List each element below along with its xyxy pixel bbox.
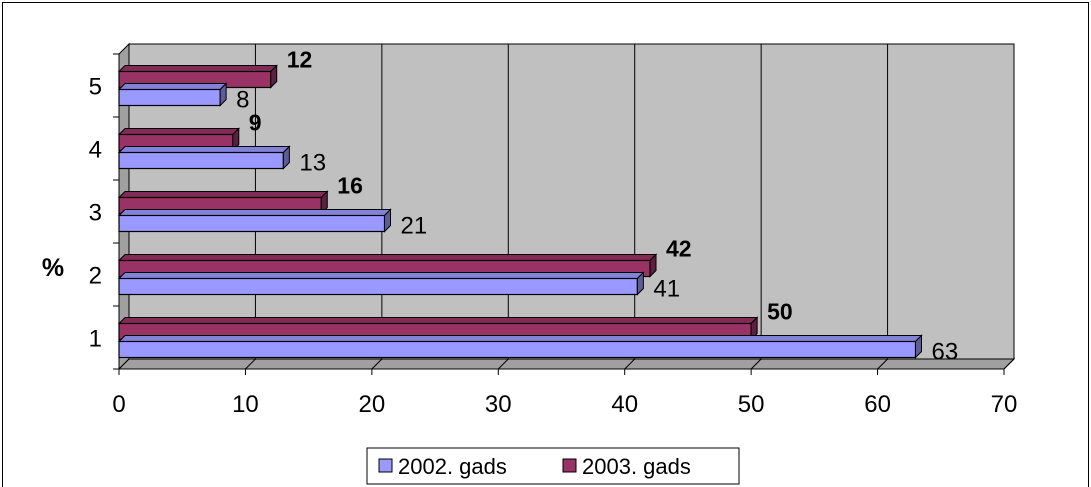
legend-swatch-2003 (563, 459, 576, 472)
bar-2002-4 (119, 147, 289, 169)
x-tick-label: 20 (359, 391, 386, 418)
data-label: 63 (932, 339, 959, 366)
x-tick-label: 50 (738, 391, 765, 418)
bar-top (119, 129, 239, 135)
bar-top (119, 147, 289, 153)
bar-top (119, 66, 277, 72)
bar-face (119, 279, 637, 295)
bar-top (119, 255, 656, 261)
y-tick-label: 1 (89, 326, 102, 353)
x-tick-label: 40 (611, 391, 638, 418)
bar-2002-2 (119, 273, 643, 295)
legend-label-2003: 2003. gads (582, 454, 691, 479)
bar-face (119, 90, 220, 106)
bar-2002-5 (119, 84, 226, 106)
bar-2002-3 (119, 210, 391, 232)
y-tick-label: 2 (89, 263, 102, 290)
x-tick-label: 60 (864, 391, 891, 418)
data-label: 8 (236, 87, 249, 114)
y-axis-label: % (42, 254, 64, 282)
bar-2002-1 (119, 336, 922, 358)
x-tick-label: 0 (112, 391, 125, 418)
bar-face (119, 216, 385, 232)
bar-top (119, 210, 391, 216)
data-label: 50 (767, 299, 793, 325)
data-label: 42 (666, 236, 692, 262)
bar-top (119, 336, 922, 342)
y-tick-label: 3 (89, 200, 102, 227)
data-label: 21 (401, 213, 428, 240)
data-label: 16 (337, 173, 363, 199)
data-label: 13 (299, 150, 326, 177)
bar-top (119, 273, 643, 279)
legend-swatch-2002 (379, 459, 392, 472)
y-tick-label: 4 (89, 137, 102, 164)
x-tick-label: 10 (232, 391, 259, 418)
legend: 2002. gads 2003. gads (367, 448, 739, 484)
bar-face (119, 153, 283, 169)
y-tick-label: 5 (89, 74, 102, 101)
bar-top (119, 318, 757, 324)
data-label: 41 (653, 276, 680, 303)
bar-face (119, 342, 916, 358)
x-tick-label: 30 (485, 391, 512, 418)
bar-top (119, 84, 226, 90)
legend-label-2002: 2002. gads (398, 454, 507, 479)
data-label: 9 (249, 110, 262, 136)
x-tick-label: 70 (991, 391, 1018, 418)
data-label: 12 (287, 47, 313, 73)
bar-top (119, 192, 327, 198)
